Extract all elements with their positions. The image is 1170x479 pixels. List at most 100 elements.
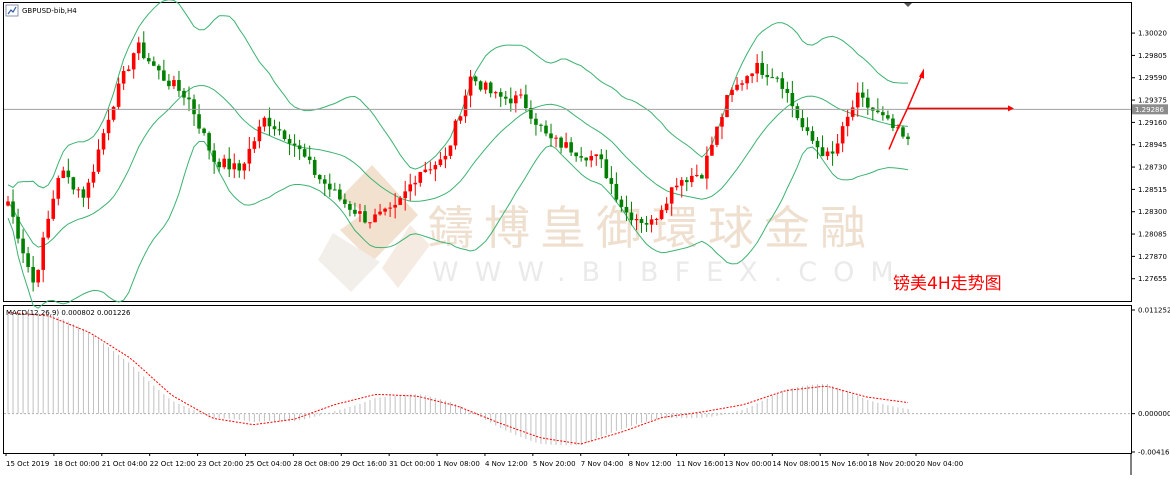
candle-body [800,118,805,128]
candle-body [745,76,749,84]
candle-body [408,184,413,192]
candle-body [564,142,568,148]
candle-body [267,117,272,127]
candle-body [689,175,694,183]
candle-body [56,177,61,199]
candle-body [363,211,367,223]
x-tick-label: 8 Nov 12:00 [629,460,672,468]
x-tick-label: 11 Nov 16:00 [677,460,724,468]
candle-body [514,95,518,104]
candle-body [735,84,739,90]
candle-body [790,93,795,107]
candle-body [544,125,548,134]
candle-body [403,191,408,199]
macd-y-tick-label: -0.004163 [1138,449,1170,457]
candle-body [780,78,785,89]
candle-body [619,199,624,207]
x-tick-label: 21 Oct 04:00 [102,460,148,468]
bollinger-middle-band [7,85,909,248]
price-y-tick-label: 1.29160 [1138,119,1167,127]
candle-body [247,148,252,164]
candle-body [498,92,503,97]
candle-body [207,133,211,151]
candle-body [624,206,629,213]
candle-body [695,175,699,177]
candle-body [237,163,242,171]
candle-body [252,141,257,149]
macd-y-tick-label: 0.000000 [1138,410,1170,418]
current-price-badge [1132,104,1168,115]
candle-body [282,130,287,140]
candle-body [202,128,206,134]
candle-body [383,208,387,212]
candle-body [835,143,840,154]
candle-body [473,76,478,82]
candle-body [172,80,176,87]
candle-body [463,95,468,117]
candle-body [725,95,729,118]
candle-body [483,82,488,90]
forecast-path [888,106,909,150]
candle-body [659,210,664,219]
x-tick-label: 28 Oct 08:00 [293,460,339,468]
candle-body [61,170,66,178]
candle-body [167,80,171,87]
candle-body [307,156,312,160]
candle-body [519,94,523,96]
candle-body [287,139,292,144]
candle-body [187,97,191,100]
candle-body [126,69,131,72]
candle-body [700,175,704,179]
candle-body [579,156,583,158]
x-tick-label: 5 Nov 20:00 [533,460,576,468]
candle-body [222,158,227,168]
candle-body [398,198,402,205]
candle-body [705,155,709,179]
candle-body [81,189,86,198]
candle-body [458,116,463,121]
candle-body [830,151,835,154]
candle-body [197,114,201,129]
candle-body [785,88,790,94]
candle-body [302,149,307,157]
candle-body [227,158,232,170]
candle-body [297,145,302,150]
chart-title: GBPUSD-bib,H4 [5,4,77,17]
candle-body [272,126,277,130]
candle-body [810,131,815,141]
price-y-tick-label: 1.30020 [1138,30,1167,38]
candle-body [549,133,553,139]
candle-body [559,137,563,148]
candle-body [825,151,830,157]
candle-body [584,157,589,161]
candle-body [373,214,377,223]
candle-body [770,77,775,79]
candle-body [529,107,533,119]
candle-body [131,53,136,70]
current-price-label: 1.29286 [1135,106,1164,114]
candle-body [478,81,483,90]
x-tick-label: 31 Oct 00:00 [389,460,435,468]
macd-title: MACD(12,26,9) 0.000802 0.001226 [6,309,131,317]
candle-body [322,179,327,184]
x-tick-label: 29 Oct 16:00 [341,460,387,468]
candle-body [574,152,578,157]
x-tick-label: 25 Oct 04:00 [245,460,291,468]
macd-panel-frame [3,305,1132,454]
candle-body [327,183,332,190]
candle-body [6,201,10,206]
x-tick-label: 22 Oct 12:00 [150,460,196,468]
candle-body [594,154,599,157]
candle-body [886,115,890,119]
candle-body [192,99,196,115]
candle-body [182,90,186,98]
candle-body [891,118,895,128]
candle-body [805,127,810,132]
forecast-arrow-up [907,74,923,108]
price-y-tick-label: 1.29805 [1138,52,1167,60]
candle-body [433,165,438,170]
candle-body [393,204,397,208]
candle-body [599,154,604,160]
macd-y-tick-label: 0.011252 [1138,307,1170,315]
candle-body [353,209,357,214]
